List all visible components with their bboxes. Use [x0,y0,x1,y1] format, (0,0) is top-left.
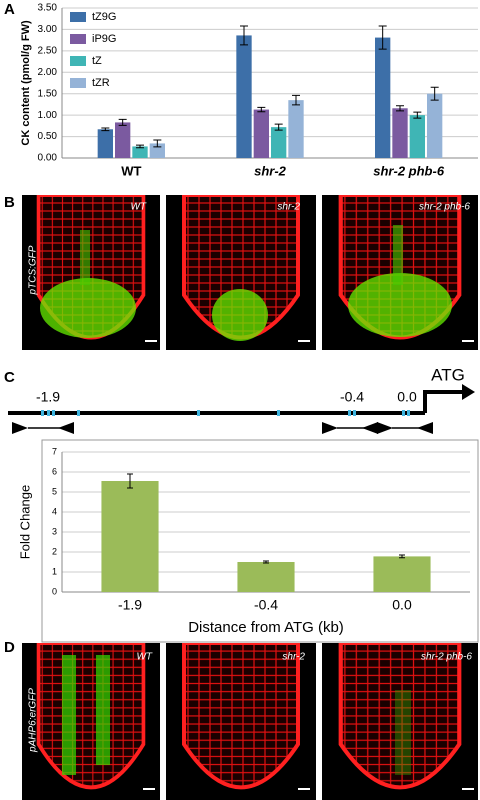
bar [101,481,159,592]
error-bar [136,144,144,149]
y-tick-label: 2 [52,546,57,556]
y-axis-label: Fold Change [17,485,32,559]
error-bar [153,139,162,148]
error-bar [292,94,300,106]
y-tick-label: 6 [52,466,57,476]
image-d2 [166,643,316,800]
panel-label: A [4,1,15,18]
image-d1 [22,643,160,800]
legend-label: iP9G [92,33,116,45]
y-tick-label: 0.00 [38,153,58,164]
y-tick-label: 3.00 [38,24,58,35]
y-tick-label: 1 [52,566,57,576]
x-tick-label: WT [121,163,141,178]
error-bar [274,123,283,131]
y-tick-label: 0.50 [38,131,58,142]
legend-label: tZR [92,77,110,89]
bar [253,109,269,158]
panel-label: C [4,369,15,386]
image-label: shr-2 [277,202,300,213]
site-label: 0.0 [397,389,417,405]
error-bar [378,25,387,50]
y-axis-label: CK content (pmol/g FW) [20,20,32,146]
bar [132,146,148,158]
x-tick-label: shr-2 phb-6 [373,163,445,178]
site-label: -0.4 [340,389,364,405]
image-label: WT [136,652,152,663]
bar [427,93,443,158]
site-label: -1.9 [36,389,60,405]
bar [271,127,287,158]
bar [373,556,431,592]
image-label: shr-2 [282,652,305,663]
bar [237,562,295,592]
reporter-label: pTCS:GFP [28,245,39,295]
error-bar [396,105,404,112]
y-tick-label: 2.50 [38,45,58,56]
image-b2 [166,195,316,350]
chart-frame [41,439,479,643]
legend-swatch [70,78,86,88]
image-b3 [322,195,478,350]
error-bar [257,106,266,113]
image-label: WT [130,202,146,213]
legend-label: tZ9G [92,11,116,23]
y-tick-label: 1.50 [38,88,58,99]
legend-swatch [70,12,86,22]
y-tick-label: 1.00 [38,110,58,121]
y-tick-label: 7 [52,446,57,456]
bar [236,35,252,158]
image-label: shr-2 phb-6 [421,652,472,663]
legend-label: tZ [92,55,102,67]
bar [409,115,425,158]
error-bar [399,554,405,559]
error-bar [127,473,133,489]
reporter-label: pAHP6:erGFP [28,688,39,753]
x-tick-label: -1.9 [118,597,142,613]
promoter-diagram: -1.9 -0.4 0.0 ATG [8,365,475,434]
x-tick-label: -0.4 [254,597,278,613]
bar [97,129,113,158]
y-tick-label: 0 [52,586,57,596]
image-label: shr-2 phb-6 [419,202,470,213]
legend-swatch [70,56,86,66]
error-bar [263,560,269,564]
atg-label: ATG [431,365,465,384]
bar [375,37,391,159]
y-tick-label: 3 [52,526,57,536]
error-bar [430,86,439,101]
bar [115,122,131,158]
panel-label: D [4,639,15,656]
panel-labels: A B C D [4,1,15,656]
error-bar [240,25,248,46]
image-b1 [22,195,160,350]
error-bar [413,111,422,119]
y-tick-label: 4 [52,506,57,516]
image-d3 [322,643,478,800]
x-axis-label: Distance from ATG (kb) [188,619,344,636]
panel-label: B [4,194,15,211]
x-tick-label: shr-2 [254,163,287,178]
x-tick-label: 0.0 [392,597,412,613]
bar [392,108,408,158]
y-tick-label: 2.00 [38,67,58,78]
bar [288,100,304,158]
legend-swatch [70,34,86,44]
y-tick-label: 3.50 [38,3,58,14]
error-bar [101,127,110,132]
y-tick-label: 5 [52,486,57,496]
error-bar [118,118,127,126]
